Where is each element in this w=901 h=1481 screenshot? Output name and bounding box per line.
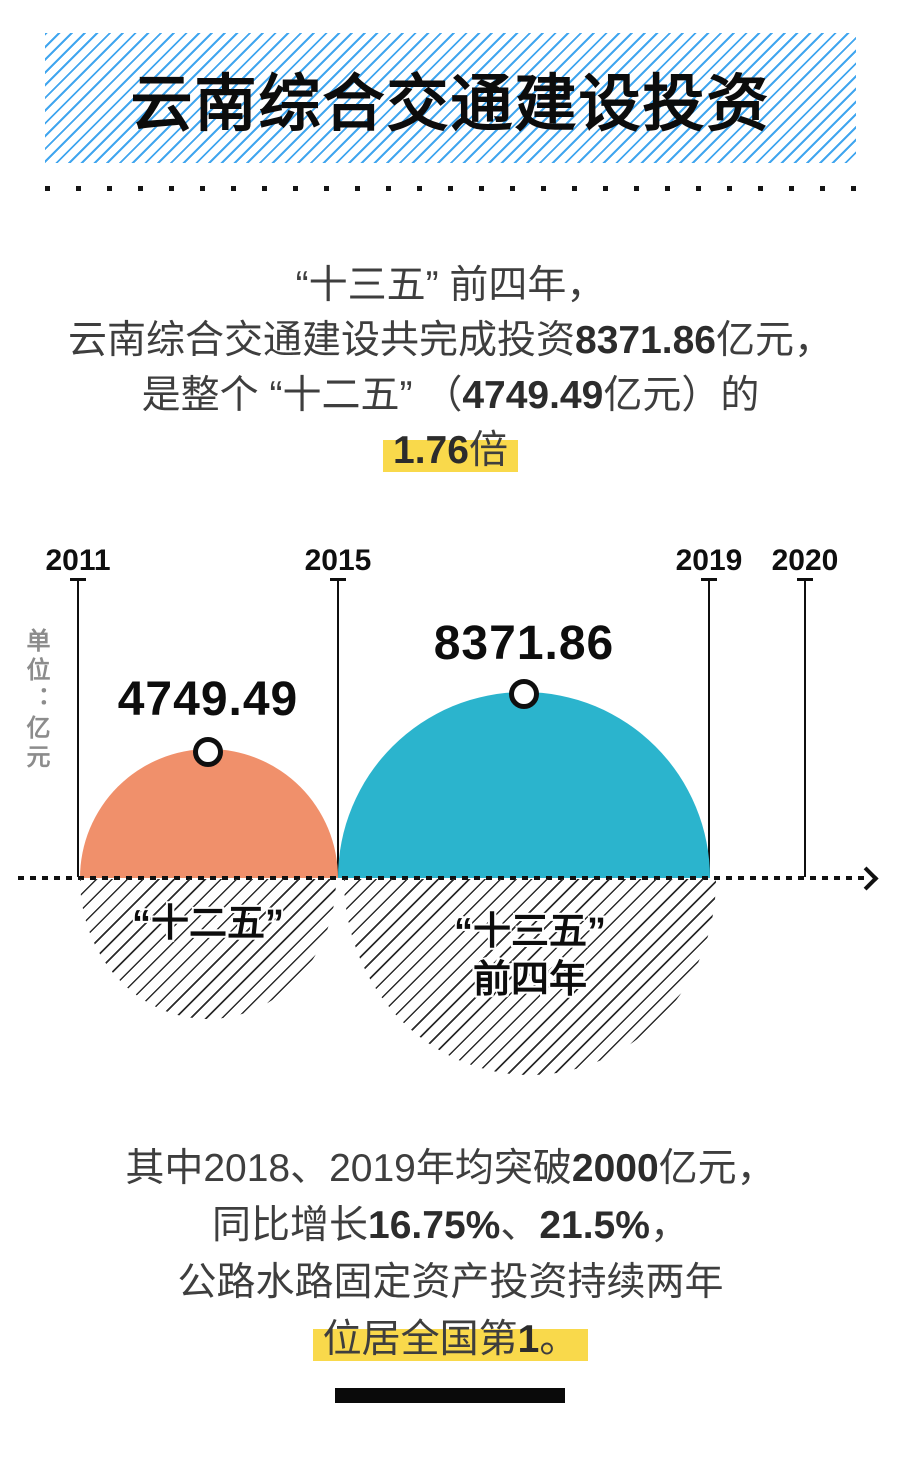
gridline-2015	[337, 581, 339, 877]
outro-line-2: 同比增长16.75%、21.5%，	[0, 1197, 901, 1254]
gridline-2019	[708, 581, 710, 877]
axis-unit-label: 单位：亿元	[22, 628, 49, 773]
growth-2019-value: 21.5%	[539, 1204, 650, 1247]
intro-previous-value: 4749.49	[462, 374, 604, 417]
rank-value: 1	[517, 1318, 540, 1361]
outro-line-1-suffix: 亿元，	[658, 1147, 776, 1190]
ratio-value: 1.76	[393, 429, 469, 472]
year-tick-2019: 2019	[675, 544, 743, 577]
outro-line-3-text: 公路水路固定资产投资持续两年	[177, 1261, 724, 1304]
intro-paragraph: “十三五” 前四年， 云南综合交通建设共完成投资8371.86亿元， 是整个 “…	[0, 258, 901, 478]
dotted-divider	[45, 186, 857, 191]
outro-paragraph: 其中2018、2019年均突破2000亿元， 同比增长16.75%、21.5%，…	[0, 1140, 901, 1368]
intro-line-1: “十三五” 前四年，	[0, 258, 901, 313]
apex-marker-12th-plan	[193, 737, 223, 767]
tick-cap-2020	[797, 578, 813, 581]
outro-line-2-text: 同比增长	[212, 1204, 369, 1247]
series-label-13th-plan: “十三五” 前四年	[344, 908, 716, 1004]
year-tick-2011: 2011	[45, 544, 111, 577]
tick-cap-2015	[330, 578, 346, 581]
semicircle-13th-plan	[338, 692, 710, 878]
year-tick-2015: 2015	[304, 544, 372, 577]
intro-line-2-text: 云南综合交通建设共完成投资	[67, 319, 575, 362]
series-label-13th-plan-line2: 前四年	[472, 959, 587, 1001]
series-label-12th-plan: “十二五”	[80, 900, 336, 948]
outro-line-1: 其中2018、2019年均突破2000亿元，	[0, 1140, 901, 1197]
intro-total-value: 8371.86	[575, 319, 716, 362]
intro-line-3-text: 是整个 “十二五” （	[141, 374, 463, 417]
semicircle-12th-plan	[80, 749, 338, 878]
outro-line-1-text: 其中2018、2019年均突破	[125, 1147, 572, 1190]
value-label-12th-plan: 4749.49	[117, 673, 299, 726]
page-title: 云南综合交通建设投资	[130, 70, 771, 139]
apex-marker-13th-plan	[509, 679, 539, 709]
intro-line-4: 1.76倍	[0, 423, 901, 478]
end-bar	[335, 1388, 565, 1403]
intro-line-1-text: “十三五” 前四年，	[295, 264, 606, 307]
intro-line-3-suffix: 亿元）的	[603, 374, 760, 417]
ratio-highlight: 1.76倍	[383, 429, 518, 472]
axis-arrow-icon	[854, 866, 879, 891]
gridline-2011	[77, 581, 79, 877]
outro-line-2-separator: 、	[500, 1204, 540, 1247]
rank-text: 位居全国第	[322, 1318, 518, 1361]
outro-line-4: 位居全国第1。	[0, 1311, 901, 1368]
growth-2018-value: 16.75%	[368, 1204, 501, 1247]
title-banner: 云南综合交通建设投资	[45, 33, 856, 163]
year-tick-2020: 2020	[771, 544, 839, 577]
ratio-unit: 倍	[468, 429, 508, 472]
rank-suffix: 。	[539, 1318, 579, 1361]
series-label-13th-plan-line1: “十三五”	[453, 911, 606, 953]
outro-line-3: 公路水路固定资产投资持续两年	[0, 1254, 901, 1311]
series-label-12th-plan-line1: “十二五”	[131, 903, 284, 945]
rank-highlight: 位居全国第1。	[312, 1318, 589, 1361]
gridline-2020	[804, 581, 806, 877]
intro-line-2-suffix: 亿元，	[715, 319, 833, 362]
intro-line-2: 云南综合交通建设共完成投资8371.86亿元，	[0, 313, 901, 368]
value-label-13th-plan: 8371.86	[433, 617, 615, 670]
outro-line-2-suffix: ，	[649, 1204, 689, 1247]
timeline-axis	[18, 876, 864, 880]
outro-threshold-value: 2000	[571, 1147, 659, 1190]
tick-cap-2011	[70, 578, 86, 581]
tick-cap-2019	[701, 578, 717, 581]
intro-line-3: 是整个 “十二五” （4749.49亿元）的	[0, 368, 901, 423]
